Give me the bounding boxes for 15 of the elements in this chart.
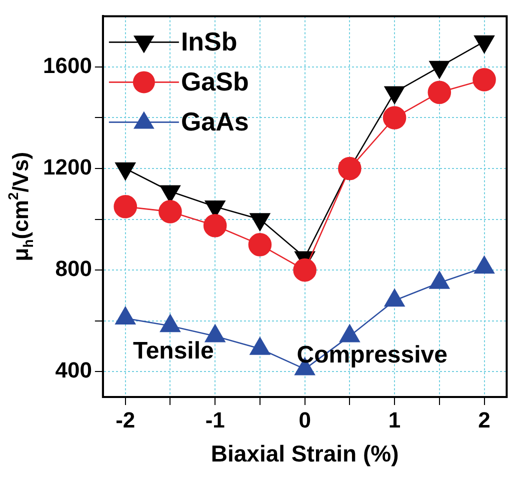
x-tick-label: -1	[205, 407, 225, 432]
y-tick-label: 800	[55, 256, 92, 282]
y-tick-label: 400	[55, 358, 92, 383]
legend-label: InSb	[180, 26, 238, 56]
y-axis-title: μh(cm2/Vs)	[4, 152, 36, 262]
annotation: Tensile	[132, 338, 214, 365]
y-tick-label: 1200	[42, 154, 92, 180]
x-tick-label: 2	[478, 407, 490, 432]
x-tick-label: 1	[388, 407, 401, 432]
legend-label: GaAs	[180, 106, 249, 136]
legend-label: GaSb	[180, 66, 249, 96]
x-tick-label: -2	[116, 407, 136, 432]
x-axis-title: Biaxial Strain (%)	[210, 440, 399, 467]
x-tick-label: 0	[298, 407, 311, 432]
y-tick-label: 1600	[42, 53, 92, 78]
